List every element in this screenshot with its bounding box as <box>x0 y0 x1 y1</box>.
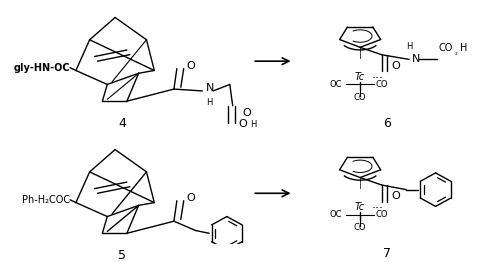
Text: 5: 5 <box>118 249 126 262</box>
Text: H: H <box>250 120 256 129</box>
Text: H: H <box>206 99 212 107</box>
Text: N: N <box>412 54 420 64</box>
Text: N: N <box>206 83 214 93</box>
Text: Ph-H₂COC: Ph-H₂COC <box>22 195 70 205</box>
Text: 4: 4 <box>118 117 126 130</box>
Text: OC: OC <box>330 210 342 219</box>
Text: ...: ... <box>372 68 384 81</box>
Text: Tc: Tc <box>355 72 365 82</box>
Text: 6: 6 <box>382 117 390 130</box>
Text: O: O <box>392 191 400 201</box>
Text: CO: CO <box>438 43 453 53</box>
Text: O: O <box>186 61 196 71</box>
Text: CO: CO <box>354 93 366 102</box>
Text: Tc: Tc <box>355 202 365 212</box>
Text: CO: CO <box>376 210 388 219</box>
Text: O: O <box>242 108 252 118</box>
Text: CO: CO <box>354 223 366 232</box>
Text: 7: 7 <box>382 247 390 260</box>
Text: O: O <box>186 193 196 203</box>
Text: H: H <box>406 42 412 51</box>
Text: CO: CO <box>376 80 388 89</box>
Text: ...: ... <box>372 198 384 211</box>
Text: ₂: ₂ <box>454 50 457 56</box>
Text: O: O <box>392 61 400 71</box>
Text: H: H <box>460 43 468 53</box>
Text: gly-HN-OC: gly-HN-OC <box>14 63 70 73</box>
Text: O: O <box>238 119 248 129</box>
Text: OC: OC <box>330 80 342 89</box>
